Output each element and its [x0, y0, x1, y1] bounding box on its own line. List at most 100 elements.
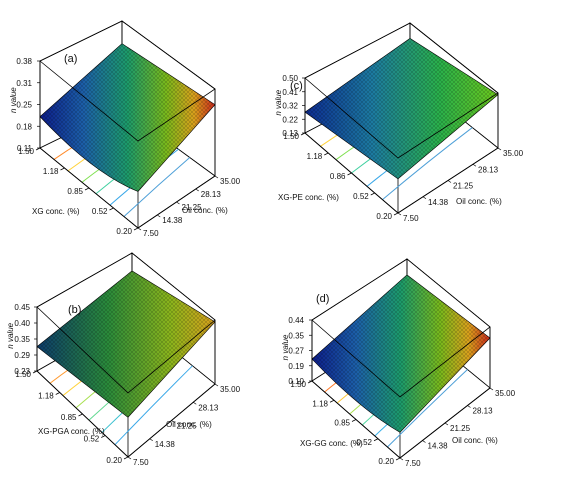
y-tick	[214, 383, 219, 387]
x-tick-label: 1.50	[15, 370, 31, 379]
y-tick-label: 28.13	[201, 190, 222, 199]
y-tick	[422, 440, 426, 443]
y-tick-label: 28.13	[198, 403, 219, 412]
x-tick	[78, 413, 83, 417]
x-tick-label: 1.50	[290, 380, 306, 389]
x-tick	[370, 192, 375, 196]
box-top	[39, 20, 216, 142]
x-tick-label: 1.18	[38, 392, 54, 401]
y-tick-label: 21.25	[182, 203, 203, 212]
panel-label: (d)	[316, 293, 329, 305]
y-tick	[397, 212, 402, 216]
x-tick-label: 0.20	[378, 457, 394, 466]
surface-mesh	[40, 43, 215, 192]
x-tick-label: 1.18	[43, 167, 59, 176]
y-tick-label: 35.00	[495, 389, 516, 398]
surface-mesh	[37, 270, 215, 418]
y-tick-label: 14.38	[162, 216, 183, 225]
y-tick	[497, 147, 502, 151]
y-tick	[171, 420, 175, 423]
z-axis-label: n value	[9, 87, 18, 113]
x-tick-label: 1.18	[312, 399, 328, 408]
surface-panel-b: (b) 0.23 0.29 0.35 0.40 0.45 n value 1.50 1.18 0.…	[6, 252, 241, 467]
x-tick-label: 1.50	[18, 147, 34, 156]
z-tick-label: 0.13	[282, 129, 298, 138]
z-tick-label: 0.25	[16, 101, 32, 110]
x-tick-label: 0.85	[67, 187, 83, 196]
z-tick-label: 0.10	[288, 377, 304, 386]
x-tick-label: 0.20	[376, 212, 392, 221]
x-axis-label: XG-PGA conc. (%)	[38, 427, 105, 436]
y-tick	[157, 214, 161, 218]
y-tick	[149, 438, 153, 442]
surface-panel-a: (a) 0.11 0.18 0.25 0.31 0.38 n value 1.50 1.18 0.…	[9, 20, 241, 238]
x-tick	[32, 370, 38, 374]
z-tick-label: 0.19	[288, 362, 304, 371]
y-axis-label: Oil conc. (%)	[182, 206, 228, 215]
x-tick	[395, 457, 401, 461]
y-tick-label: 35.00	[220, 177, 241, 186]
panel-label: (a)	[64, 53, 77, 65]
panel-label: (c)	[290, 80, 303, 92]
z-axis-label: n value	[281, 334, 290, 360]
y-tick-label: 7.50	[133, 458, 149, 467]
x-axis-label: XG conc. (%)	[32, 207, 80, 216]
z-tick-label: 0.44	[288, 316, 304, 325]
y-tick	[195, 188, 199, 192]
y-tick	[214, 175, 219, 179]
x-tick	[300, 132, 306, 136]
z-tick-label: 0.35	[14, 335, 30, 344]
y-tick	[472, 163, 477, 167]
box-top	[304, 22, 499, 159]
x-tick-label: 0.86	[330, 172, 346, 181]
y-tick-label: 14.38	[428, 442, 449, 451]
z-axis-label: n value	[274, 89, 283, 115]
x-tick-label: 1.50	[283, 132, 299, 141]
y-tick-label: 7.50	[143, 229, 159, 238]
y-tick	[176, 201, 180, 205]
x-tick	[60, 167, 65, 171]
surface-panel-d: (d) 0.10 0.19 0.27 0.35 0.44 n value 1.50 1.18 0.…	[281, 258, 516, 468]
z-tick-label: 0.31	[16, 79, 32, 88]
x-tick-label: 0.52	[356, 438, 372, 447]
y-tick-label: 7.50	[405, 459, 421, 468]
x-tick	[351, 419, 357, 422]
surface-mesh	[312, 274, 490, 433]
y-tick-label: 14.38	[428, 198, 449, 207]
y-tick	[489, 387, 494, 391]
x-tick	[84, 187, 90, 191]
y-axis-label: Oil conc. (%)	[166, 420, 212, 429]
y-tick	[193, 401, 197, 405]
y-tick-label: 28.13	[478, 165, 499, 174]
x-tick	[324, 152, 329, 156]
x-tick-label: 0.20	[116, 227, 132, 236]
z-tick-label: 0.27	[288, 347, 304, 356]
z-tick-label: 0.35	[288, 331, 304, 340]
x-tick-label: 0.85	[61, 413, 77, 422]
x-tick	[101, 435, 106, 438]
y-axis-label: Oil conc. (%)	[456, 197, 502, 206]
x-tick	[329, 399, 335, 403]
x-axis-label: XG-PE conc. (%)	[278, 193, 339, 202]
x-tick-label: 0.20	[106, 456, 122, 465]
x-tick	[307, 380, 313, 384]
z-tick-label: 0.38	[16, 57, 32, 66]
z-tick-label: 0.23	[14, 367, 30, 376]
y-tick-label: 21.25	[450, 424, 471, 433]
y-tick	[127, 456, 132, 460]
y-tick-label: 14.38	[155, 440, 176, 449]
y-tick-label: 35.00	[503, 149, 524, 158]
z-tick-label: 0.11	[17, 144, 33, 153]
x-tick	[347, 172, 352, 176]
x-tick	[109, 207, 114, 211]
x-tick-label: 0.52	[84, 435, 100, 444]
surface-panel-c: (c) 0.13 0.22 0.32 0.41 0.50 n value 1.50 1.18 0.…	[274, 22, 524, 223]
x-tick	[373, 438, 379, 442]
x-tick	[55, 392, 60, 395]
y-tick-label: 35.00	[220, 385, 241, 394]
z-tick-label: 0.45	[14, 303, 30, 312]
z-tick-label: 0.50	[282, 74, 298, 83]
x-tick	[35, 147, 41, 151]
